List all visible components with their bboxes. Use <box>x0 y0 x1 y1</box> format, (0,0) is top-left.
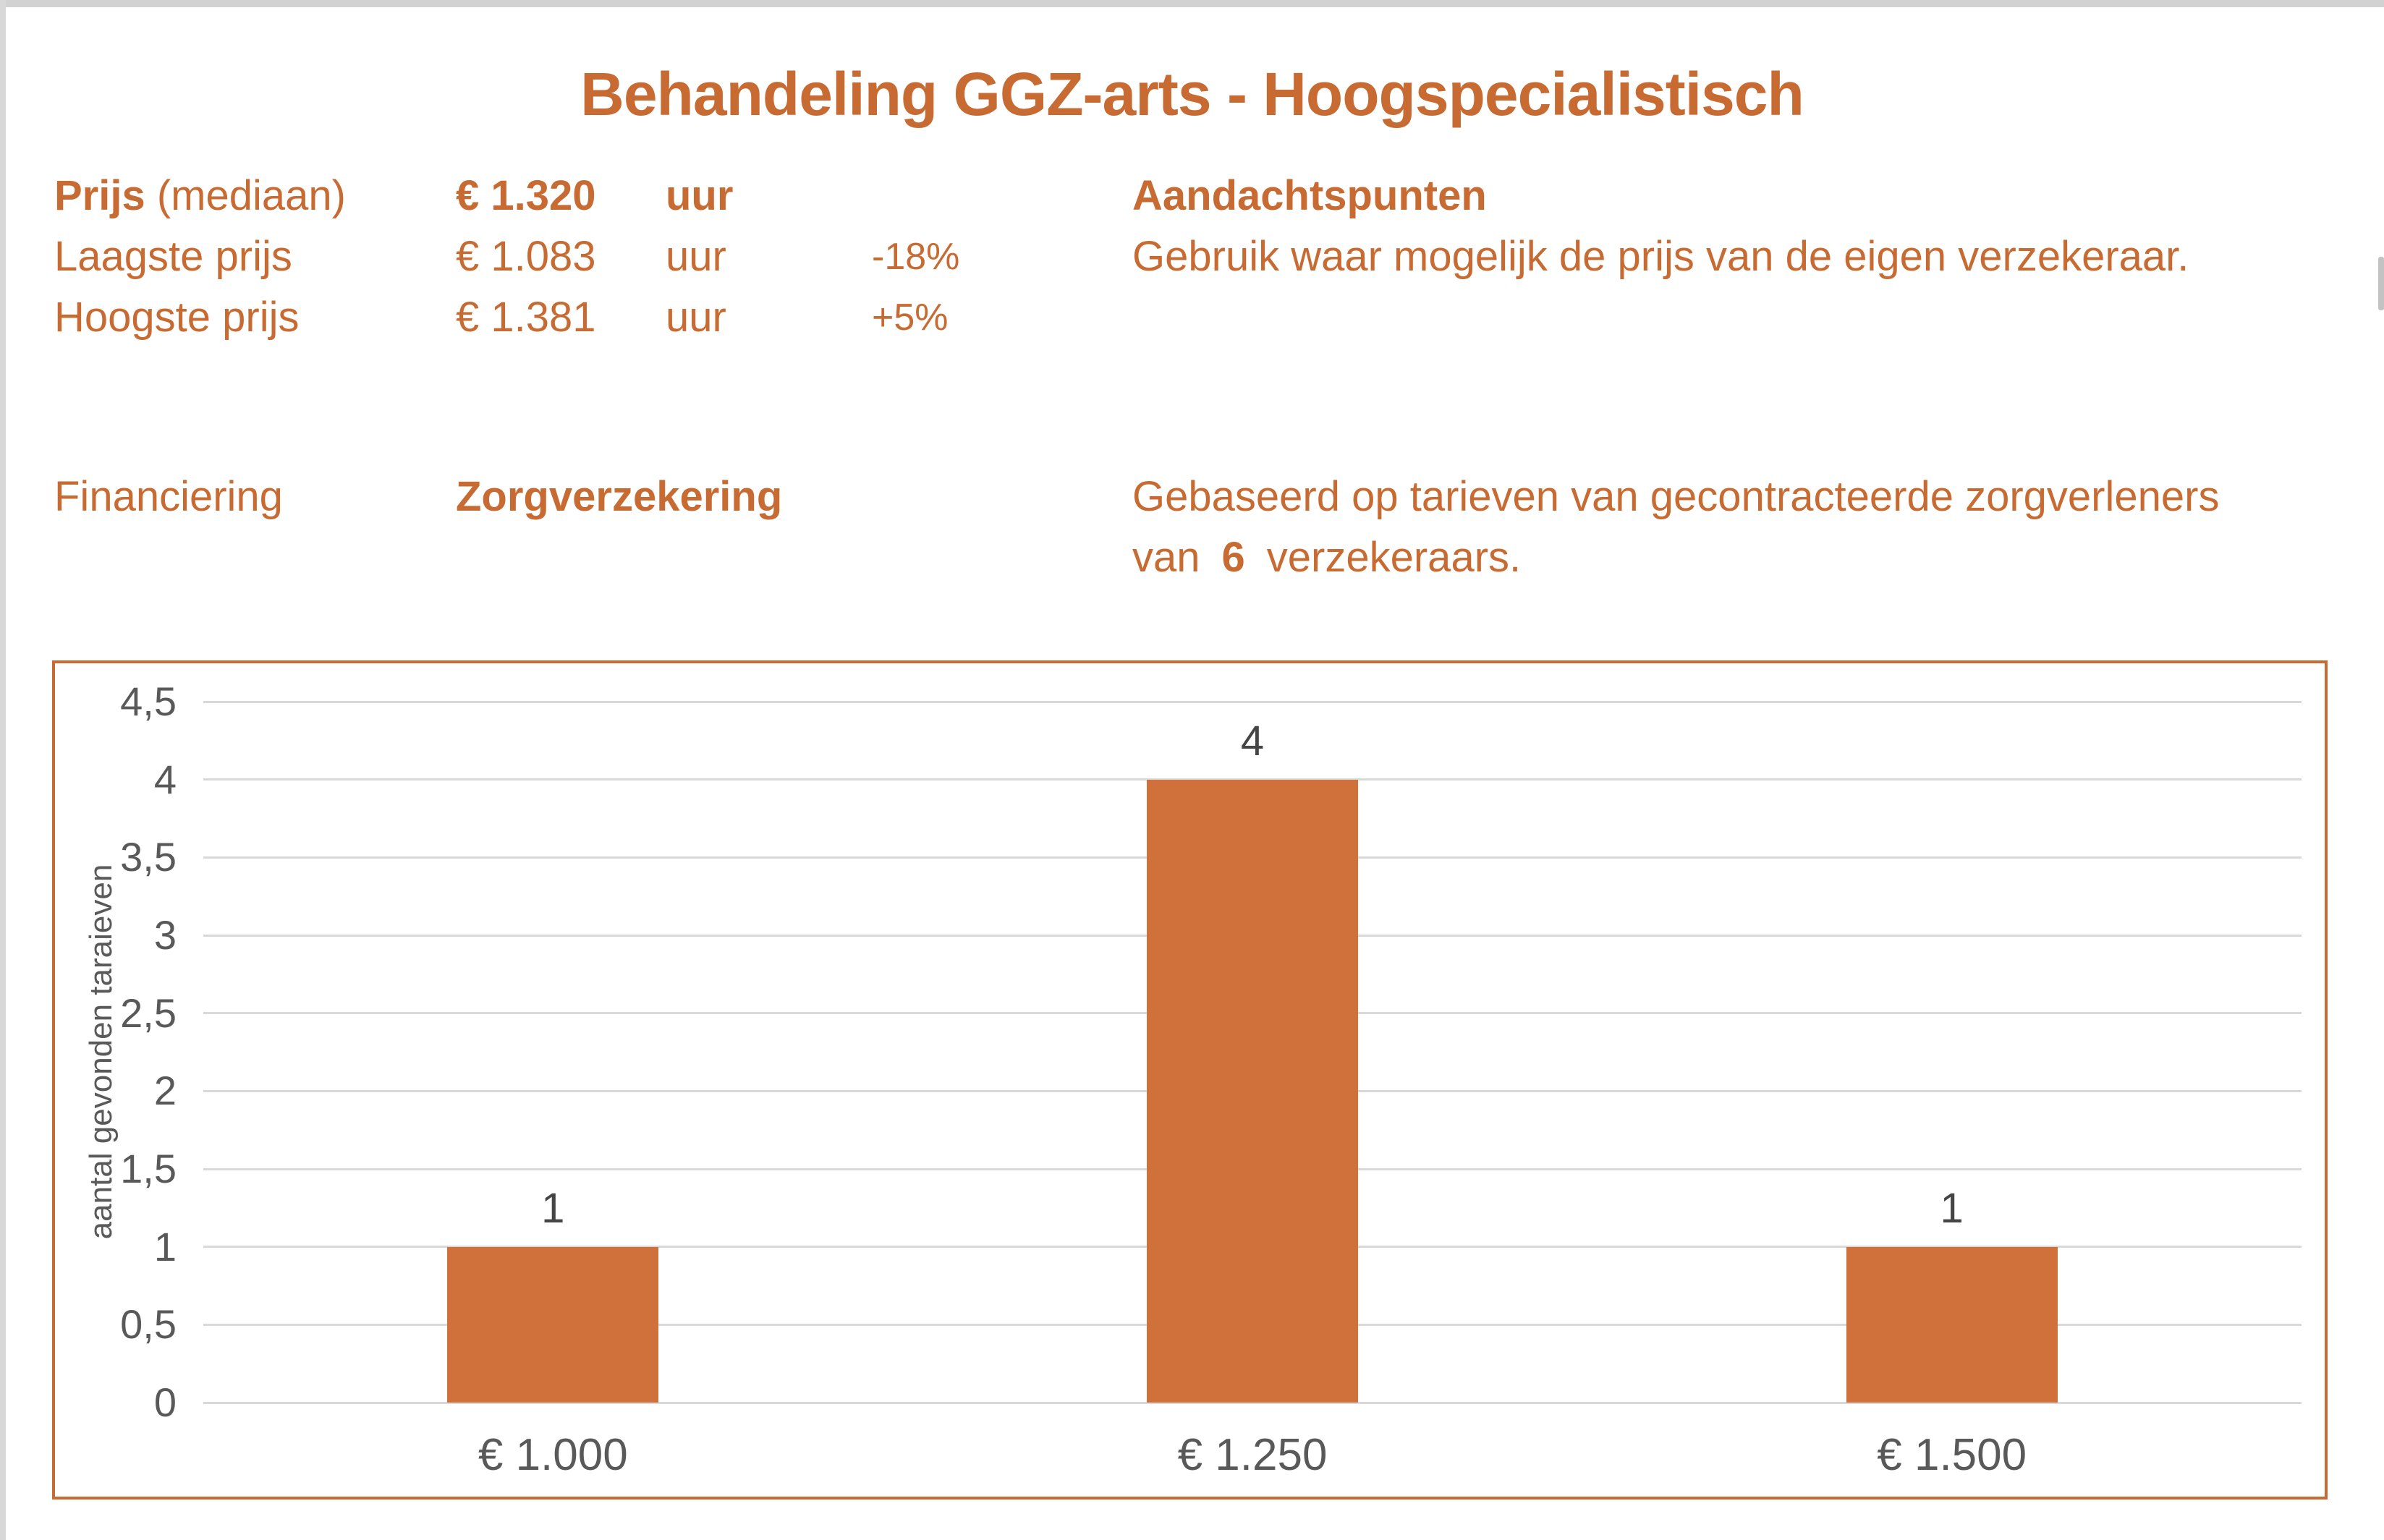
lowest-price-label: Laagste prijs <box>54 233 292 280</box>
price-median-row: Prijs (mediaan) € 1.320 uur <box>54 171 1125 221</box>
y-tick-label: 0,5 <box>120 1301 177 1348</box>
window-frame-top <box>0 0 2384 7</box>
y-tick-label: 1 <box>153 1223 177 1269</box>
price-median-unit: uur <box>666 172 734 219</box>
highest-price-row: Hoogste prijs € 1.381 uur +5% <box>54 292 1125 343</box>
page-title: Behandeling GGZ-arts - Hoogspecialistisc… <box>580 60 1804 128</box>
bar-value-label: 4 <box>1240 717 1265 765</box>
price-median-label-rest: (mediaan) <box>145 172 346 219</box>
lowest-price-row: Laagste prijs € 1.083 uur -18% <box>54 231 1125 282</box>
financing-row: Financiering Zorgverzekering <box>54 472 1125 522</box>
notes-line-3: van 6 verzekeraars. <box>1132 532 1521 583</box>
insurer-count: 6 <box>1221 534 1245 581</box>
lowest-price-value: € 1.083 <box>456 233 596 280</box>
lowest-price-unit: uur <box>666 233 726 280</box>
x-category-label: € 1.250 <box>1177 1430 1328 1480</box>
x-category-label: € 1.000 <box>478 1430 628 1480</box>
y-tick-label: 4 <box>153 756 177 802</box>
notes-line-3-suffix: verzekeraars. <box>1266 534 1522 581</box>
financing-value: Zorgverzekering <box>456 473 783 520</box>
highest-price-value: € 1.381 <box>456 294 596 341</box>
lowest-price-diff: -18% <box>872 236 960 278</box>
y-tick-label: 3 <box>153 912 177 958</box>
bar-value-label: 1 <box>541 1184 565 1232</box>
bar <box>1846 1246 2058 1403</box>
window-frame-left <box>0 0 6 1540</box>
y-tick-label: 3,5 <box>120 834 177 880</box>
notes-line-3-prefix: van <box>1132 534 1200 581</box>
gridline <box>203 700 2302 703</box>
notes-line-1: Gebruik waar mogelijk de prijs van de ei… <box>1132 233 2189 280</box>
price-median-label-bold: Prijs <box>54 172 145 219</box>
y-tick-label: 2 <box>153 1068 177 1114</box>
bar <box>447 1246 659 1403</box>
notes-heading: Aandachtspunten <box>1132 172 1487 219</box>
gridline <box>203 1401 2302 1404</box>
highest-price-unit: uur <box>666 294 726 341</box>
y-tick-label: 2,5 <box>120 990 177 1036</box>
y-tick-label: 1,5 <box>120 1146 177 1191</box>
bar <box>1147 779 1358 1403</box>
price-median-value: € 1.320 <box>456 172 596 219</box>
plot-area: 0 0,5 1 1,5 2 2,5 3 3,5 4 4,5 1 € 1.000 4 € 1.250 1 € 1… <box>120 680 2302 1479</box>
financing-label: Financiering <box>54 473 283 520</box>
highest-price-diff: +5% <box>872 297 949 339</box>
x-category-label: € 1.500 <box>1877 1430 2027 1480</box>
notes-line-2: Gebaseerd op tarieven van gecontracteerd… <box>1132 473 2220 520</box>
bar-value-label: 1 <box>1940 1184 1964 1232</box>
price-median-label: Prijs (mediaan) <box>54 171 346 221</box>
scrollbar-thumb[interactable] <box>2378 257 2384 310</box>
highest-price-label: Hoogste prijs <box>54 294 300 341</box>
bar-chart-container: aantal gevonden taraieven 0 0,5 1 1,5 2 2,5 3 3… <box>52 660 2328 1499</box>
y-tick-label: 4,5 <box>120 678 177 724</box>
y-tick-label: 0 <box>153 1379 177 1425</box>
